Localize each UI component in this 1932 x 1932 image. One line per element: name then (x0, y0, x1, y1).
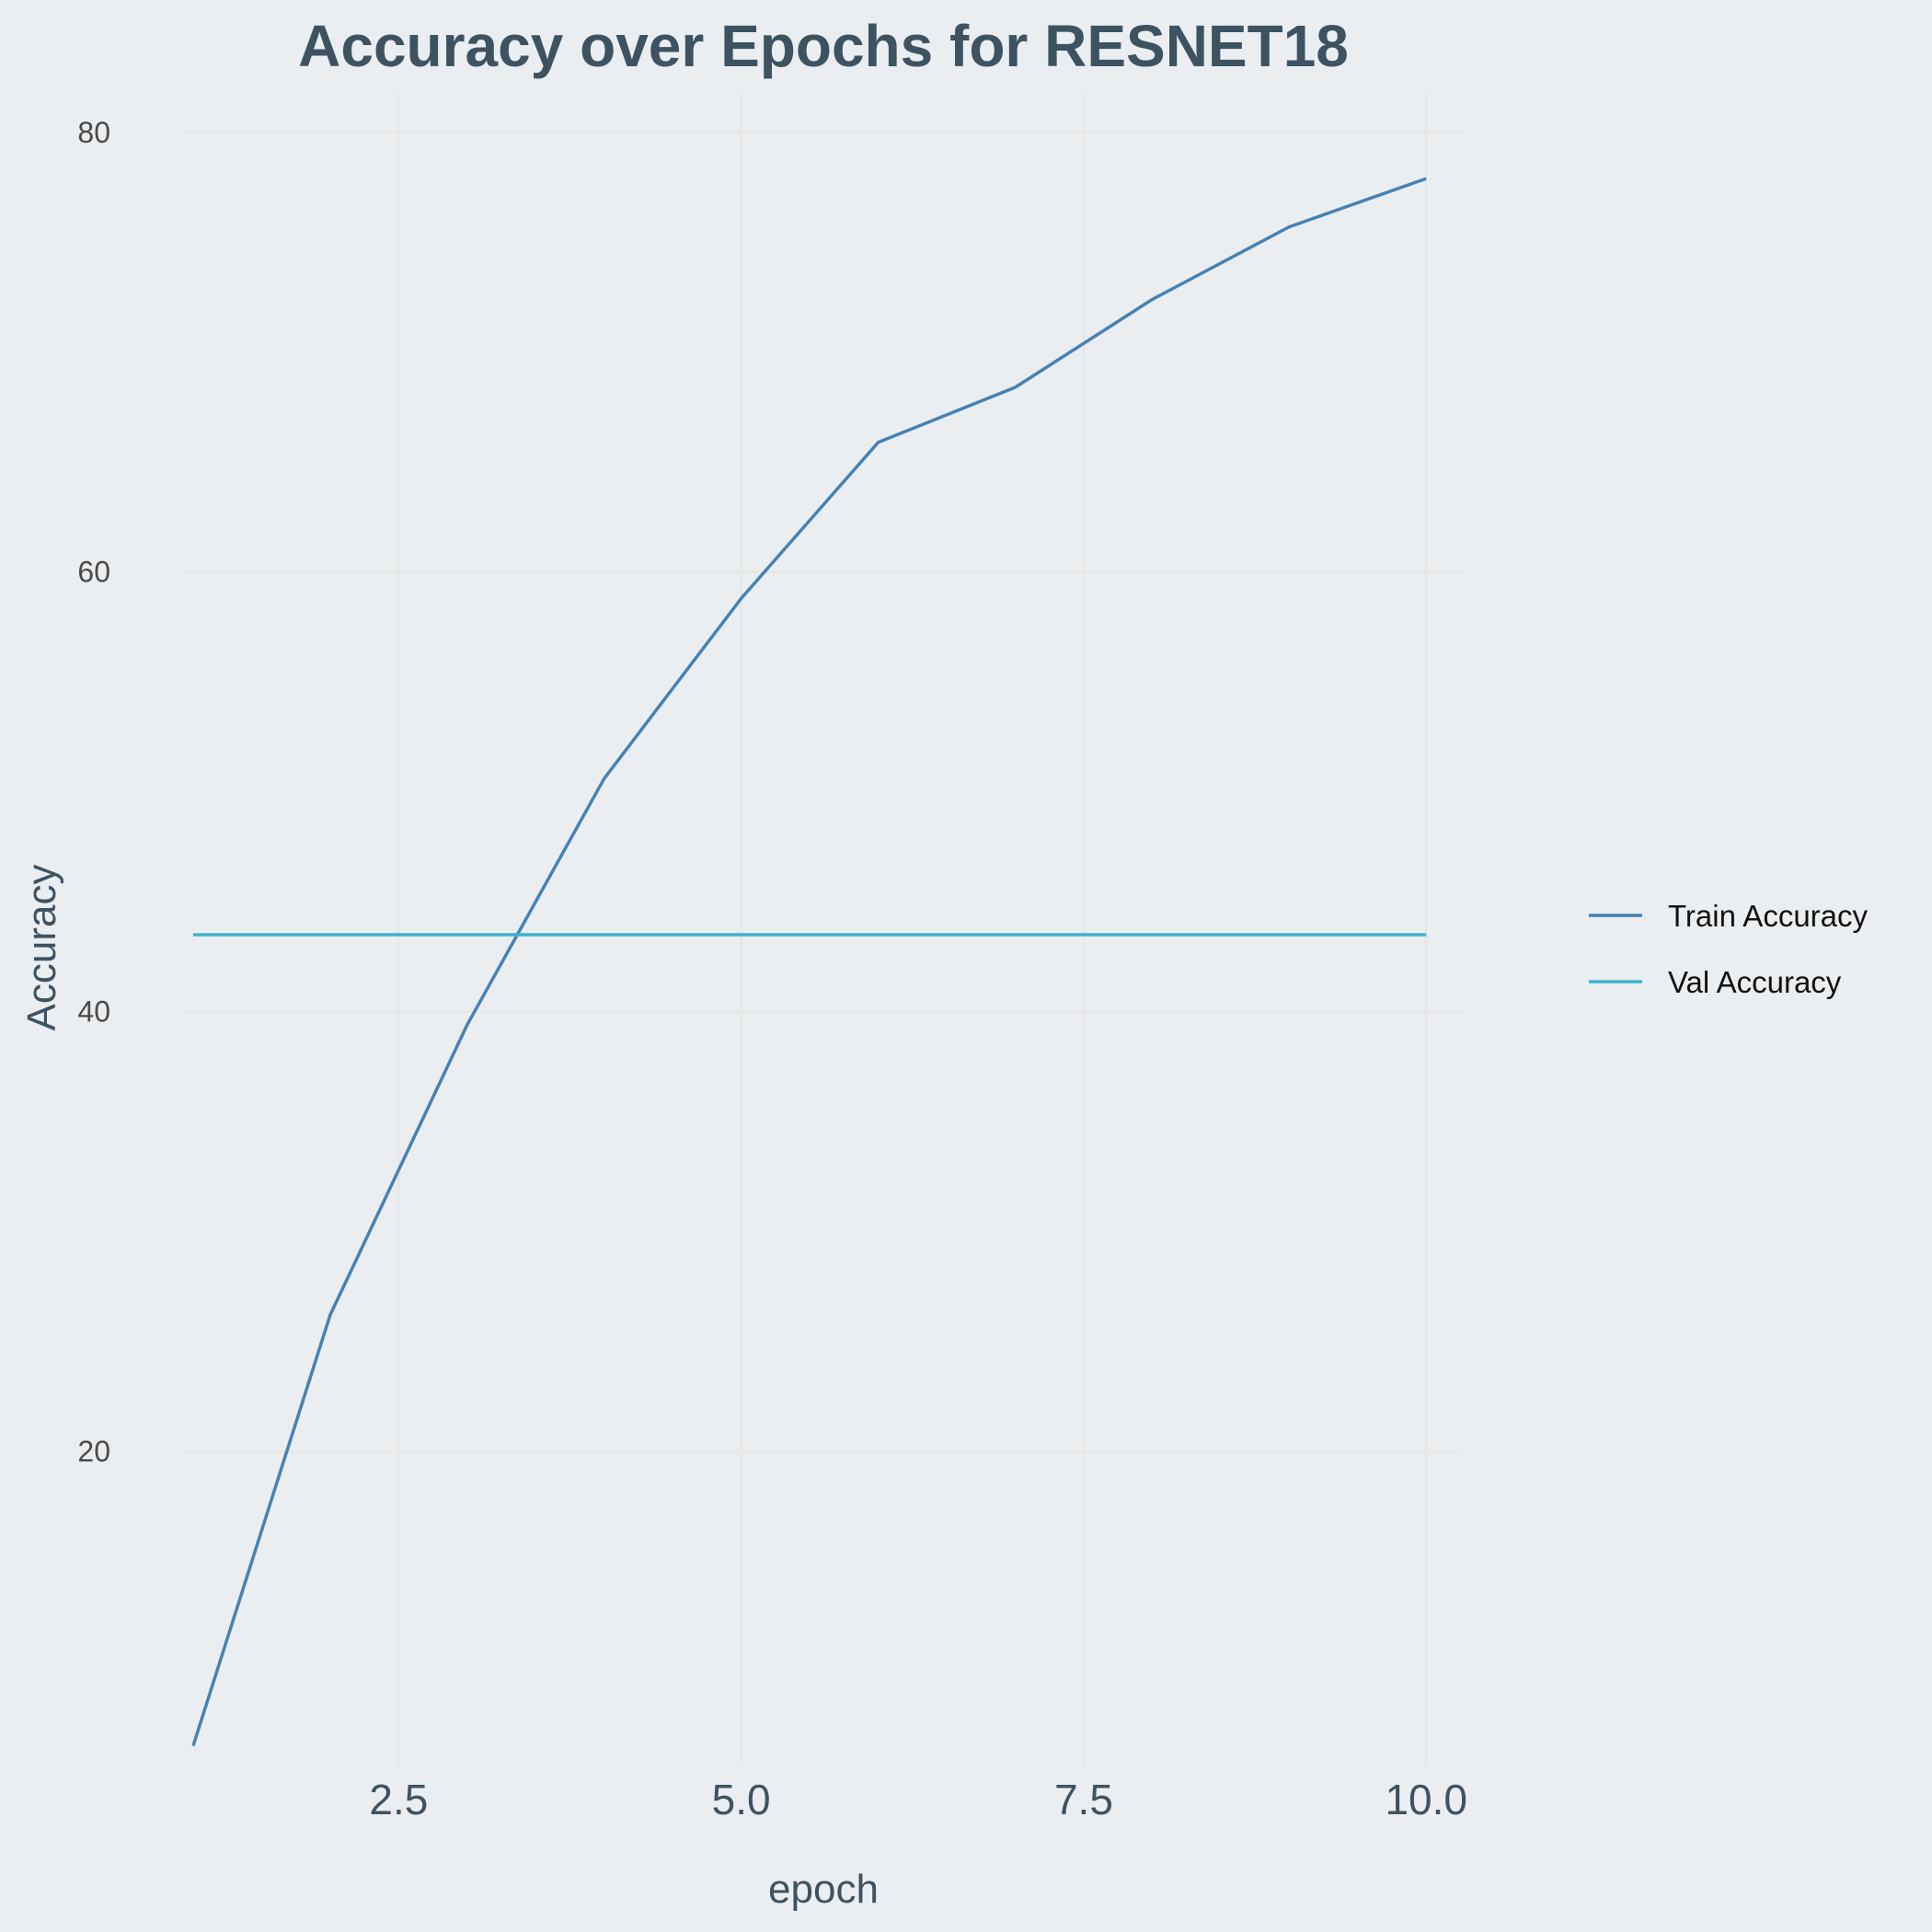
legend-label: Val Accuracy (1668, 965, 1842, 999)
series-line-train (191, 177, 1427, 1747)
series-lines (191, 177, 1427, 1747)
legend: Train Accuracy Val Accuracy (1589, 899, 1869, 999)
y-tick-label: 60 (77, 556, 110, 589)
y-axis-label: Accuracy (19, 865, 64, 1031)
y-tick-label: 40 (77, 995, 110, 1029)
x-tick-label: 5.0 (712, 1776, 771, 1823)
grid (184, 92, 1463, 1766)
chart-title: Accuracy over Epochs for RESNET18 (298, 13, 1349, 79)
x-tick-label: 2.5 (369, 1776, 428, 1823)
x-tick-label: 10.0 (1385, 1776, 1467, 1823)
y-tick-label: 20 (77, 1434, 110, 1467)
x-tick-label: 7.5 (1054, 1776, 1113, 1823)
tick-labels: 20 40 60 80 2.5 5.0 7.5 10.0 (77, 116, 1467, 1823)
x-axis-label: epoch (768, 1867, 879, 1912)
y-tick-label: 80 (77, 116, 110, 149)
legend-label: Train Accuracy (1668, 899, 1869, 933)
